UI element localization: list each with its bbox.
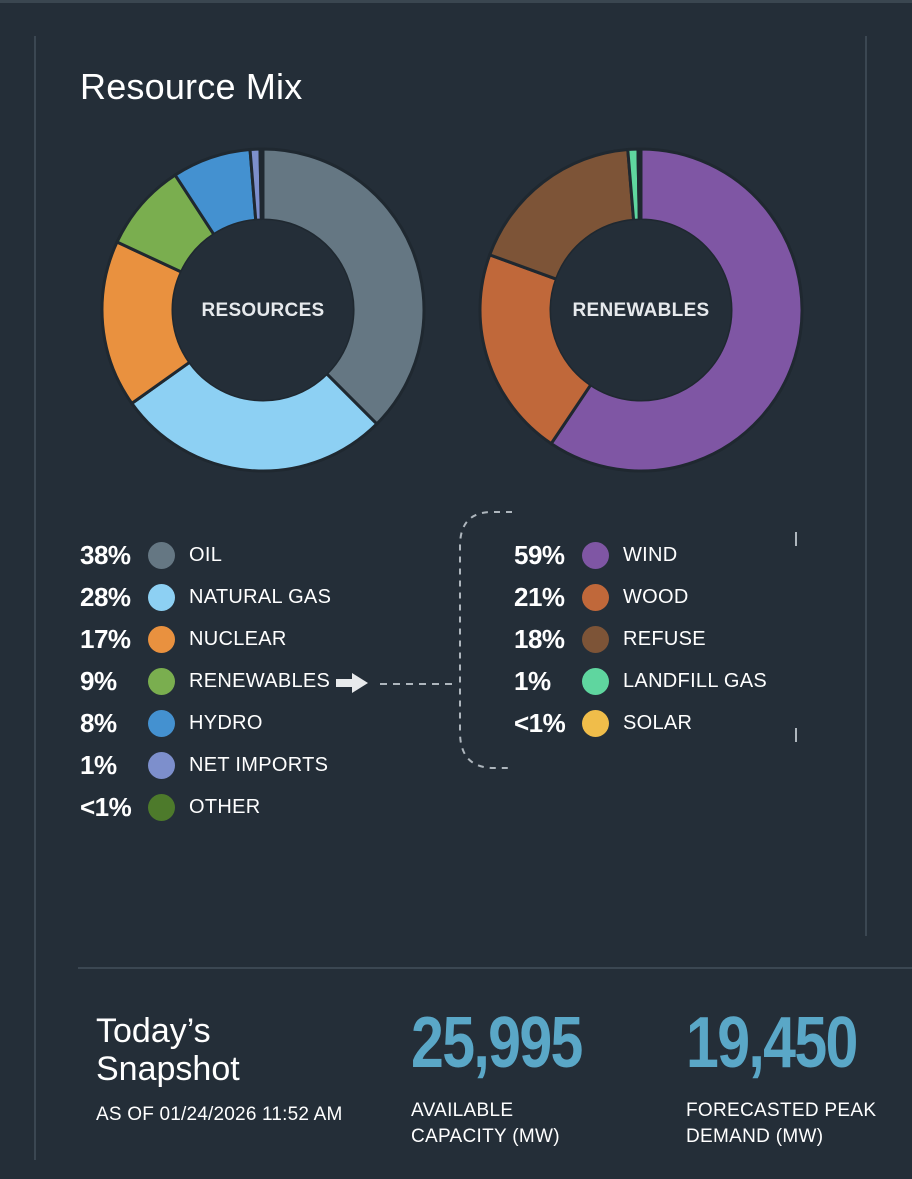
renewables-donut-label: RENEWABLES [572, 300, 709, 321]
slice-other [258, 147, 265, 222]
legend-label: NET IMPORTS [189, 753, 329, 776]
legend-percent: 9% [80, 665, 117, 696]
forecast-label-line1: FORECASTED PEAK [686, 1100, 877, 1121]
forecast-label-line2: DEMAND (MW) [686, 1126, 824, 1147]
legend-label: HYDRO [189, 711, 263, 734]
legend-percent: 59% [514, 539, 565, 570]
legend-label: LANDFILL GAS [623, 669, 768, 692]
legend-label: REFUSE [623, 627, 706, 650]
legend-percent: <1% [80, 791, 132, 822]
legend-swatch [582, 667, 609, 695]
legend-swatch [148, 793, 175, 821]
legend-label: WIND [623, 543, 678, 566]
legend-percent: 28% [80, 581, 131, 612]
legend-swatch [148, 751, 175, 779]
available-label-line1: AVAILABLE [411, 1100, 514, 1121]
legend-label: NUCLEAR [189, 627, 287, 650]
section-divider [78, 967, 912, 969]
snapshot-title-line1: Today’s [96, 1012, 211, 1050]
slice-solar [636, 147, 643, 222]
legend-label: OTHER [189, 795, 261, 818]
available-capacity-label: AVAILABLE CAPACITY (MW) [411, 1098, 560, 1150]
legend-percent: 1% [80, 749, 117, 780]
legend-swatch [148, 625, 175, 653]
legend-label: NATURAL GAS [189, 585, 332, 608]
legend-swatch [582, 625, 609, 653]
section-title: Resource Mix [80, 66, 303, 107]
legend-swatch [582, 583, 609, 611]
legend-percent: <1% [514, 707, 566, 738]
legend-percent: 38% [80, 539, 131, 570]
legend-percent: 17% [80, 623, 131, 654]
resources-donut [100, 147, 426, 473]
legend-percent: 8% [80, 707, 117, 738]
legend-swatch [582, 709, 609, 737]
left-divider [34, 36, 36, 1160]
snapshot-title: Today’s Snapshot [96, 1012, 240, 1088]
top-border [0, 0, 912, 3]
legend-swatch [148, 667, 175, 695]
legend-label: OIL [189, 543, 223, 566]
legend-swatch [148, 541, 175, 569]
legend-swatch [148, 709, 175, 737]
legend-percent: 21% [514, 581, 565, 612]
donut-charts: RESOURCES RENEWABLES [100, 147, 804, 473]
available-capacity-value: 25,995 [411, 1003, 583, 1083]
legend-label: WOOD [623, 585, 689, 608]
legend-label: SOLAR [623, 711, 693, 734]
right-divider [865, 36, 867, 936]
legend-swatch [148, 583, 175, 611]
arrow-right-icon [336, 673, 368, 693]
snapshot-title-line2: Snapshot [96, 1050, 240, 1088]
forecast-peak-label: FORECASTED PEAK DEMAND (MW) [686, 1098, 876, 1150]
legend-percent: 1% [514, 665, 551, 696]
forecast-peak-value: 19,450 [686, 1003, 858, 1083]
donut-hole [551, 220, 731, 400]
renewables-donut [478, 147, 804, 473]
legend-label: RENEWABLES [189, 669, 331, 692]
donut-hole [173, 220, 353, 400]
legend-swatch [582, 541, 609, 569]
legend-percent: 18% [514, 623, 565, 654]
available-label-line2: CAPACITY (MW) [411, 1126, 560, 1147]
resources-donut-label: RESOURCES [201, 300, 324, 321]
snapshot-timestamp: AS OF 01/24/2026 11:52 AM [96, 1104, 343, 1125]
